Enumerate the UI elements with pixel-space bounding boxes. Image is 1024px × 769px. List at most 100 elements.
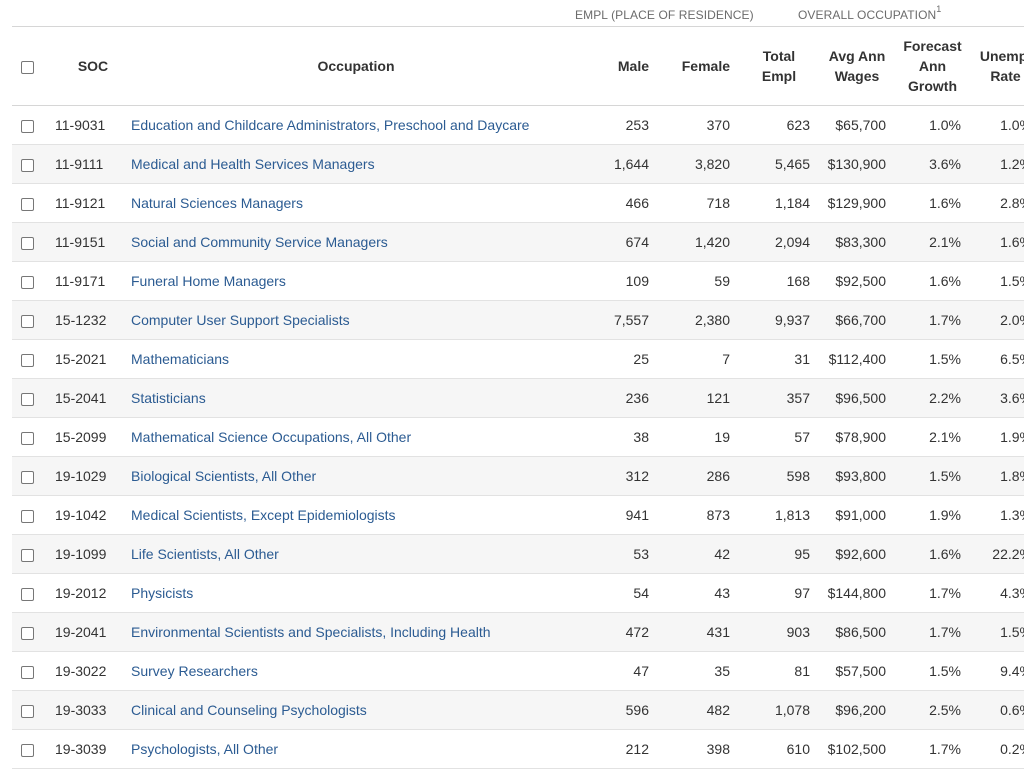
avg-wages-cell: $96,200	[819, 690, 895, 730]
row-checkbox[interactable]	[21, 626, 34, 640]
select-all-checkbox[interactable]	[21, 60, 34, 74]
row-checkbox[interactable]	[21, 353, 34, 367]
row-select-cell	[12, 573, 55, 613]
occupation-column-header[interactable]: Occupation	[131, 26, 581, 106]
row-checkbox[interactable]	[21, 665, 34, 679]
total-empl-value: 2,094	[774, 234, 810, 250]
occupation-link[interactable]: Computer User Support Specialists	[131, 312, 350, 328]
table-body: 11-9031 Education and Childcare Administr…	[12, 105, 1024, 769]
unempl-rate-cell: 9.4%	[970, 651, 1024, 691]
occupation-cell: Environmental Scientists and Specialists…	[131, 612, 581, 652]
overall-group-text: OVERALL OCCUPATION	[798, 8, 937, 22]
row-checkbox[interactable]	[21, 743, 34, 757]
female-empl-cell: 431	[658, 612, 739, 652]
total-empl-cell: 81	[739, 651, 819, 691]
unempl-rate-cell: 6.5%	[970, 339, 1024, 379]
total-empl-cell: 2,094	[739, 222, 819, 262]
avg-wages-cell: $83,300	[819, 222, 895, 262]
row-checkbox[interactable]	[21, 548, 34, 562]
avg-wages-value: $83,300	[835, 234, 886, 250]
unempl-rate-cell: 3.6%	[970, 378, 1024, 418]
occupation-cell: Social and Community Service Managers	[131, 222, 581, 262]
occupation-link[interactable]: Statisticians	[131, 390, 206, 406]
avg-wages-value: $66,700	[835, 312, 886, 328]
male-empl-value: 25	[633, 351, 649, 367]
soc-code-value: 19-3039	[55, 741, 107, 757]
total-empl-cell: 903	[739, 612, 819, 652]
female-empl-cell: 7	[658, 339, 739, 379]
occupation-link[interactable]: Survey Researchers	[131, 663, 258, 679]
male-empl-value: 212	[625, 741, 649, 757]
growth-label-2: Ann	[918, 58, 947, 74]
row-checkbox[interactable]	[21, 431, 34, 445]
soc-code-value: 19-1099	[55, 546, 107, 562]
occupation-link[interactable]: Education and Childcare Administrators, …	[131, 117, 530, 133]
occupation-link[interactable]: Clinical and Counseling Psychologists	[131, 702, 367, 718]
total-empl-value: 598	[786, 468, 810, 484]
row-checkbox[interactable]	[21, 119, 34, 133]
row-checkbox[interactable]	[21, 236, 34, 250]
table-row: 19-2012 Physicists 54 43 97 $144,800 1.7% 4.3%	[12, 573, 1024, 613]
row-checkbox[interactable]	[21, 197, 34, 211]
total-empl-value: 97	[794, 585, 810, 601]
row-checkbox[interactable]	[21, 275, 34, 289]
occupation-link[interactable]: Medical Scientists, Except Epidemiologis…	[131, 507, 396, 523]
occupation-cell: Mathematicians	[131, 339, 581, 379]
row-checkbox[interactable]	[21, 314, 34, 328]
soc-code-cell: 15-2041	[55, 378, 131, 418]
male-empl-value: 54	[633, 585, 649, 601]
unempl-label-1: Unempl	[979, 48, 1024, 64]
unempl-rate-cell: 1.8%	[970, 456, 1024, 496]
forecast-growth-column-header[interactable]: Forecast Ann Growth	[895, 26, 970, 106]
male-empl-cell: 38	[581, 417, 658, 457]
soc-column-header[interactable]: SOC	[55, 26, 131, 106]
soc-code-cell: 11-9151	[55, 222, 131, 262]
soc-code-value: 11-9111	[55, 156, 104, 172]
total-empl-cell: 623	[739, 105, 819, 145]
table-row: 11-9171 Funeral Home Managers 109 59 168 $92,…	[12, 261, 1024, 301]
unempl-rate-cell: 0.6%	[970, 690, 1024, 730]
soc-code-cell: 19-3033	[55, 690, 131, 730]
total-empl-column-header[interactable]: Total Empl	[739, 26, 819, 106]
occupation-link[interactable]: Biological Scientists, All Other	[131, 468, 317, 484]
male-empl-cell: 212	[581, 729, 658, 769]
male-column-header[interactable]: Male	[581, 26, 658, 106]
wages-label-1: Avg Ann	[828, 48, 886, 64]
female-empl-value: 873	[706, 507, 730, 523]
occupation-link[interactable]: Social and Community Service Managers	[131, 234, 388, 250]
forecast-growth-value: 1.5%	[929, 663, 961, 679]
total-empl-cell: 598	[739, 456, 819, 496]
occupation-link[interactable]: Life Scientists, All Other	[131, 546, 279, 562]
female-empl-cell: 59	[658, 261, 739, 301]
unempl-rate-value: 1.3%	[1000, 507, 1024, 523]
occupation-link[interactable]: Mathematicians	[131, 351, 230, 367]
occupation-link[interactable]: Mathematical Science Occupations, All Ot…	[131, 429, 412, 445]
occupation-link[interactable]: Medical and Health Services Managers	[131, 156, 375, 172]
female-empl-value: 398	[706, 741, 730, 757]
row-checkbox[interactable]	[21, 509, 34, 523]
unempl-rate-column-header[interactable]: Unempl Rate	[970, 26, 1024, 106]
occupation-link[interactable]: Funeral Home Managers	[131, 273, 286, 289]
row-checkbox[interactable]	[21, 392, 34, 406]
unempl-rate-cell: 2.0%	[970, 300, 1024, 340]
occupation-link[interactable]: Environmental Scientists and Specialists…	[131, 624, 491, 640]
forecast-growth-value: 3.6%	[929, 156, 961, 172]
footnote-marker[interactable]: 1	[936, 4, 942, 14]
occupation-link[interactable]: Physicists	[131, 585, 194, 601]
row-checkbox[interactable]	[21, 587, 34, 601]
row-checkbox[interactable]	[21, 704, 34, 718]
female-column-header[interactable]: Female	[658, 26, 739, 106]
avg-wages-cell: $65,700	[819, 105, 895, 145]
occupation-link[interactable]: Psychologists, All Other	[131, 741, 279, 757]
table-row: 15-2041 Statisticians 236 121 357 $96,500 2.2%…	[12, 378, 1024, 418]
forecast-growth-cell: 1.7%	[895, 573, 970, 613]
row-checkbox[interactable]	[21, 158, 34, 172]
avg-wages-column-header[interactable]: Avg Ann Wages	[819, 26, 895, 106]
row-checkbox[interactable]	[21, 470, 34, 484]
occupation-link[interactable]: Natural Sciences Managers	[131, 195, 303, 211]
forecast-growth-value: 2.1%	[929, 429, 961, 445]
total-empl-cell: 31	[739, 339, 819, 379]
row-select-cell	[12, 144, 55, 184]
male-empl-cell: 472	[581, 612, 658, 652]
avg-wages-cell: $93,800	[819, 456, 895, 496]
